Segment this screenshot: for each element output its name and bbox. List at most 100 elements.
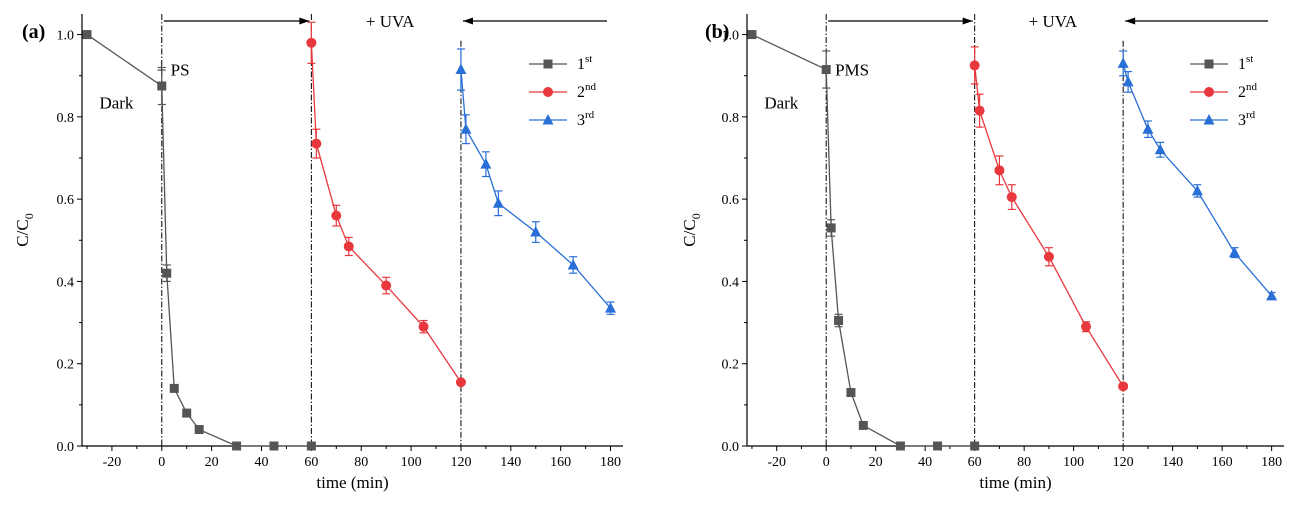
data-point <box>933 441 943 451</box>
chart-panel-b: -20 0 20 40 60 80 100 120 140 160 180 0.0 0.2 0.4 0.6 0… <box>680 12 1284 492</box>
series-line <box>974 65 1124 387</box>
y-tick-label: 0.8 <box>57 111 75 126</box>
legend-marker <box>1204 87 1214 97</box>
panel-label: (b) <box>705 21 729 43</box>
chart-panel-a: -20 0 20 40 60 80 100 120 140 160 180 0.0 0.2 0.4 0.6 0… <box>13 12 623 492</box>
data-point <box>194 425 204 435</box>
data-point <box>455 377 466 388</box>
data-point <box>306 441 316 451</box>
series-line <box>1122 63 1273 297</box>
legend-item-3: 3rd <box>1190 109 1256 129</box>
data-point <box>1043 251 1054 262</box>
data-point <box>895 441 905 451</box>
x-tick-label: 100 <box>1063 455 1084 470</box>
data-point <box>567 258 579 270</box>
data-point <box>1154 143 1166 155</box>
y-tick-label: 0.0 <box>57 440 75 455</box>
data-point <box>82 30 92 40</box>
data-point <box>846 388 856 398</box>
data-point <box>1266 289 1278 301</box>
y-tick-label: 0.8 <box>722 111 740 126</box>
data-point <box>162 268 172 278</box>
x-tick-label: 140 <box>1162 455 1183 470</box>
y-tick-label: 1.0 <box>722 29 740 44</box>
x-tick-label: 20 <box>205 455 219 470</box>
series-3 <box>455 48 617 315</box>
uva-annotation: + UVA <box>1029 12 1078 31</box>
legend-marker <box>542 114 554 125</box>
legend-item-2: 2nd <box>1190 81 1258 101</box>
legend-label: 2nd <box>1238 81 1258 101</box>
oxidant-annotation: + PMS <box>821 61 869 80</box>
data-point <box>157 81 167 91</box>
data-point <box>834 316 844 326</box>
x-tick-label: -20 <box>103 455 122 470</box>
series-line <box>460 69 612 309</box>
x-tick-label: 80 <box>1017 455 1031 470</box>
data-point <box>331 210 342 221</box>
x-tick-label: -20 <box>767 455 786 470</box>
x-tick-label: 180 <box>1261 455 1282 470</box>
legend-marker <box>1203 114 1215 125</box>
uva-arrow-left-head <box>462 17 473 25</box>
y-axis-label: C/C0 <box>13 213 36 246</box>
x-tick-label: 0 <box>158 455 165 470</box>
uva-annotation: + UVA <box>366 12 415 31</box>
data-point <box>1118 381 1129 392</box>
uva-arrow-left-head <box>1125 17 1136 25</box>
x-tick-label: 20 <box>869 455 883 470</box>
data-point <box>530 226 542 237</box>
y-tick-label: 0.4 <box>722 275 740 290</box>
legend-marker <box>543 87 553 97</box>
legend-label: 1st <box>577 53 592 73</box>
data-point <box>821 65 831 75</box>
legend-item-2: 2nd <box>529 81 597 101</box>
x-tick-label: 140 <box>500 455 521 470</box>
x-tick-label: 100 <box>401 455 422 470</box>
y-tick-label: 0.2 <box>722 358 740 373</box>
data-point <box>1122 75 1134 87</box>
legend-label: 2nd <box>577 81 597 101</box>
uva-arrow-right-head <box>962 17 973 25</box>
y-tick-label: 0.6 <box>722 193 740 208</box>
data-point <box>480 158 492 169</box>
series-2 <box>969 46 1129 392</box>
data-point <box>974 105 985 116</box>
data-point <box>269 441 279 451</box>
x-tick-label: 160 <box>550 455 571 470</box>
data-point <box>492 197 504 208</box>
data-point <box>381 280 392 291</box>
uva-arrow-right-head <box>299 17 310 25</box>
x-axis-label: time (min) <box>979 473 1051 492</box>
legend-item-1: 1st <box>529 53 592 73</box>
series-2 <box>306 21 466 388</box>
oxidant-annotation: + PS <box>157 61 190 80</box>
y-tick-label: 0.0 <box>722 440 740 455</box>
x-tick-label: 40 <box>918 455 932 470</box>
data-point <box>605 302 617 313</box>
dark-annotation: Dark <box>764 94 798 113</box>
data-point <box>858 420 868 430</box>
data-point <box>418 321 429 332</box>
data-point <box>1142 123 1154 134</box>
data-point <box>1229 246 1241 258</box>
legend-label: 3rd <box>577 109 595 129</box>
data-point <box>994 165 1005 176</box>
data-point <box>747 30 757 40</box>
data-point <box>1117 57 1129 68</box>
panel-label: (a) <box>22 21 45 43</box>
y-axis-label: C/C0 <box>680 213 703 246</box>
data-point <box>969 60 980 71</box>
series-1 <box>747 30 980 451</box>
dark-annotation: Dark <box>99 94 133 113</box>
legend-label: 1st <box>1238 53 1253 73</box>
legend-item-1: 1st <box>1190 53 1253 73</box>
data-point <box>306 37 317 48</box>
data-point <box>970 441 980 451</box>
x-tick-label: 120 <box>1113 455 1134 470</box>
data-point <box>169 383 179 393</box>
data-point <box>455 63 467 75</box>
x-tick-label: 180 <box>600 455 621 470</box>
series-3 <box>1117 50 1278 301</box>
